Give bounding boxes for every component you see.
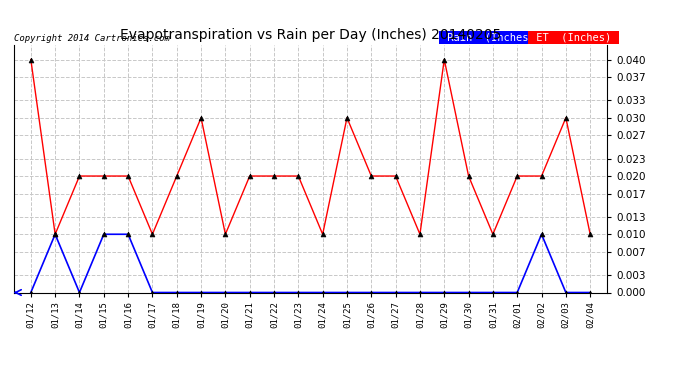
Text: Rain  (Inches): Rain (Inches) bbox=[441, 33, 541, 42]
Text: ET  (Inches): ET (Inches) bbox=[530, 33, 618, 42]
Text: Copyright 2014 Cartronics.com: Copyright 2014 Cartronics.com bbox=[14, 33, 170, 42]
Title: Evapotranspiration vs Rain per Day (Inches) 20140205: Evapotranspiration vs Rain per Day (Inch… bbox=[120, 28, 501, 42]
